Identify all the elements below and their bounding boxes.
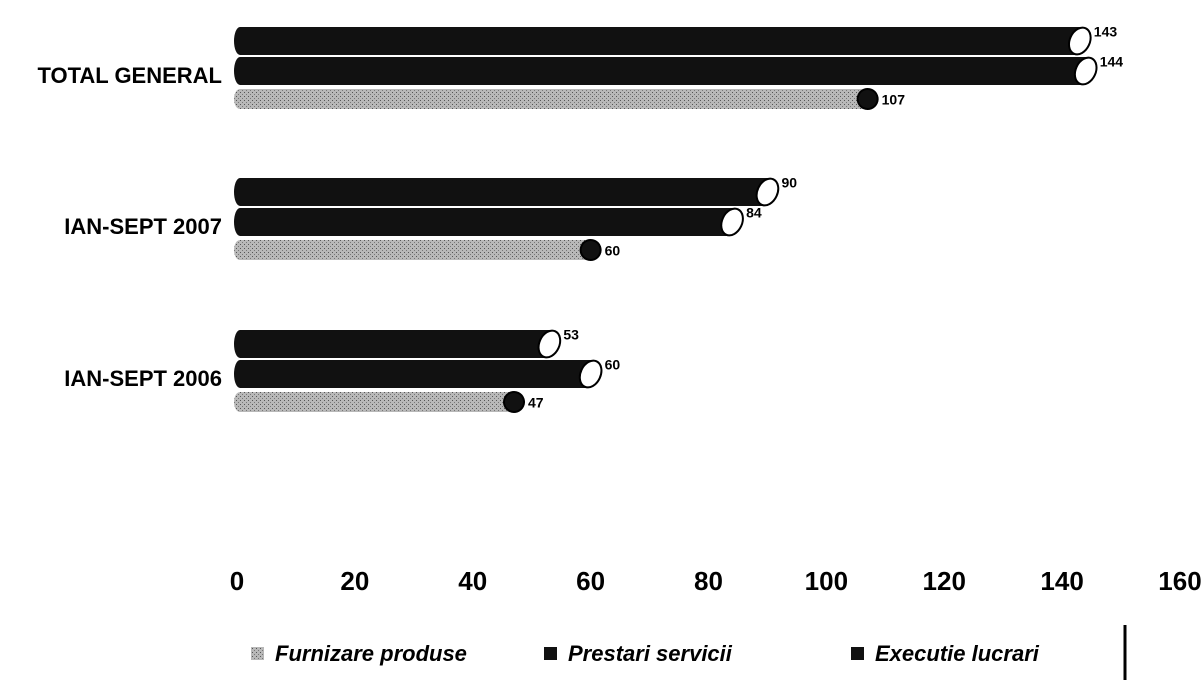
category-label: TOTAL GENERAL [37, 63, 222, 88]
bar-cap [755, 177, 780, 207]
x-tick-label: 100 [805, 566, 848, 596]
x-tick-label: 0 [230, 566, 244, 596]
bar-cap [1067, 26, 1092, 56]
value-label: 53 [563, 327, 579, 343]
bar [240, 178, 768, 206]
bar-cap [856, 88, 879, 110]
legend-swatch [251, 647, 264, 660]
bar-cap [720, 207, 744, 237]
bar [240, 89, 868, 109]
bar-cap [579, 239, 602, 261]
x-tick-label: 140 [1040, 566, 1083, 596]
legend-label: Furnizare produse [275, 641, 467, 666]
category-label: IAN-SEPT 2007 [64, 214, 222, 239]
bar [240, 360, 591, 388]
bar-cap [537, 329, 562, 359]
legend-label: Prestari servicii [568, 641, 733, 666]
value-label: 60 [605, 243, 621, 259]
value-label: 60 [605, 357, 621, 373]
legend-swatch [851, 647, 864, 660]
legend-label: Executie lucrari [875, 641, 1040, 666]
x-tick-label: 40 [458, 566, 487, 596]
value-label: 144 [1100, 54, 1124, 70]
value-label: 84 [746, 205, 762, 221]
value-label: 143 [1094, 24, 1118, 40]
bar [240, 240, 591, 260]
x-tick-label: 20 [340, 566, 369, 596]
bar [240, 330, 550, 358]
value-label: 107 [882, 92, 906, 108]
bar-cap [578, 359, 603, 389]
x-tick-label: 80 [694, 566, 723, 596]
legend-swatch [544, 647, 557, 660]
bar-cap [1073, 56, 1098, 86]
value-label: 90 [781, 175, 797, 191]
bar-cap [503, 391, 526, 413]
bar [240, 57, 1086, 85]
category-label: IAN-SEPT 2006 [64, 366, 222, 391]
bar [240, 208, 733, 236]
x-tick-label: 60 [576, 566, 605, 596]
bar [240, 27, 1080, 55]
bar [240, 392, 515, 412]
value-label: 47 [528, 395, 544, 411]
x-tick-label: 120 [923, 566, 966, 596]
x-tick-label: 160 [1158, 566, 1201, 596]
